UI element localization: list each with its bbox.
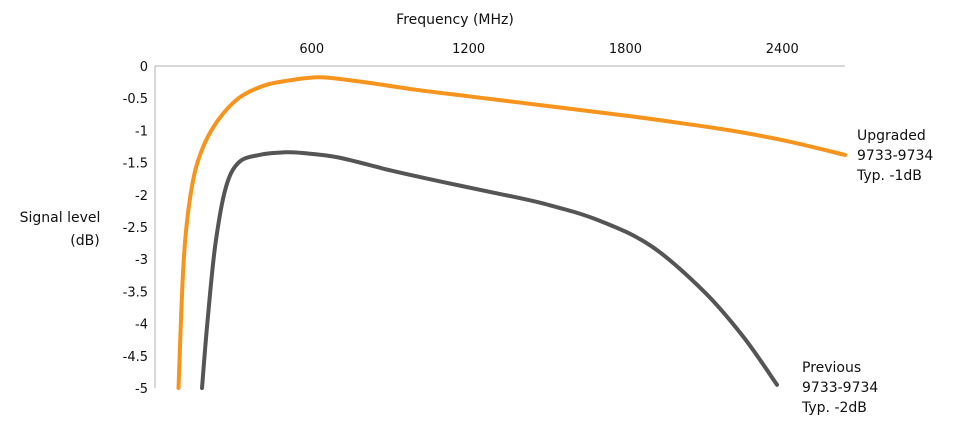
y-axis-title-line-1: Signal level [20, 210, 101, 226]
y-tick-label: -0.5 [123, 92, 148, 107]
y-tick-label: -1.5 [123, 157, 148, 172]
series-line-upgraded [176, 75, 847, 390]
y-tick-label: 0 [140, 60, 148, 75]
x-tick-labels: 600 1200 1800 2400 [299, 42, 798, 57]
y-tick-label: -4 [135, 318, 148, 333]
series-label-line: 9733-9734 [802, 380, 878, 396]
x-tick-label: 600 [299, 42, 324, 57]
y-tick-labels: 0 -0.5 -1 -1.5 -2 -2.5 -3 -3.5 -4 -4.5 -5 [123, 60, 148, 397]
series-labels: Upgraded 9733-9734 Typ. -1dB Previous 9733-9… [801, 128, 933, 416]
series-label-line: Typ. -1dB [856, 168, 922, 184]
y-tick-label: -3.5 [123, 285, 148, 300]
series-label-line: Previous [802, 360, 861, 376]
series-label-line: Upgraded [857, 128, 926, 144]
y-tick-label: -1 [135, 124, 148, 139]
y-tick-label: -4.5 [123, 350, 148, 365]
y-tick-label: -2.5 [123, 221, 148, 236]
y-tick-label: -5 [135, 382, 148, 397]
x-tick-label: 1800 [609, 42, 642, 57]
series-lines [176, 75, 847, 390]
y-tick-label: -2 [135, 189, 148, 204]
series-label-line: 9733-9734 [857, 148, 933, 164]
series-label-line: Typ. -2dB [801, 400, 867, 416]
x-axis-title: Frequency (MHz) [396, 12, 514, 28]
series-line-previous [200, 150, 779, 390]
y-tick-label: -3 [135, 253, 148, 268]
x-tick-label: 1200 [452, 42, 485, 57]
x-tick-label: 2400 [766, 42, 799, 57]
y-axis-title-line-2: (dB) [70, 233, 99, 249]
